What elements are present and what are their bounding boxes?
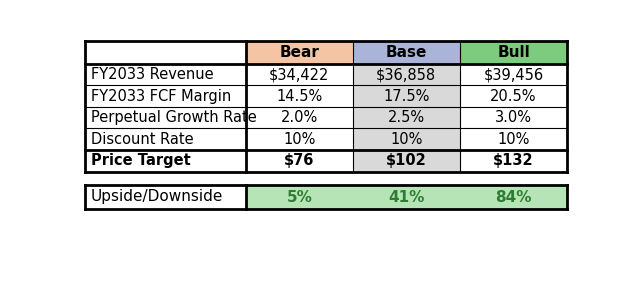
Bar — [246, 85, 353, 107]
Bar — [246, 150, 353, 172]
Text: 41%: 41% — [388, 189, 424, 204]
Text: 10%: 10% — [390, 132, 422, 147]
Bar — [460, 128, 568, 150]
Text: 5%: 5% — [286, 189, 312, 204]
Bar — [460, 150, 568, 172]
Bar — [85, 107, 246, 128]
Bar — [460, 41, 568, 64]
Text: 10%: 10% — [283, 132, 316, 147]
Text: 17.5%: 17.5% — [383, 89, 429, 104]
Text: Bull: Bull — [497, 45, 530, 60]
Bar — [353, 41, 460, 64]
Bar — [353, 128, 460, 150]
Text: $36,858: $36,858 — [376, 67, 436, 82]
Bar — [85, 64, 246, 85]
Text: Bear: Bear — [280, 45, 319, 60]
Bar — [246, 64, 353, 85]
Bar — [460, 64, 568, 85]
Text: $34,422: $34,422 — [269, 67, 330, 82]
Bar — [85, 85, 246, 107]
Bar — [85, 150, 246, 172]
Text: $76: $76 — [284, 153, 314, 168]
Text: Perpetual Growth Rate: Perpetual Growth Rate — [91, 110, 257, 125]
Text: $132: $132 — [493, 153, 534, 168]
Bar — [353, 85, 460, 107]
Text: 2.5%: 2.5% — [388, 110, 425, 125]
Text: FY2033 Revenue: FY2033 Revenue — [91, 67, 214, 82]
Text: $39,456: $39,456 — [484, 67, 543, 82]
Bar — [246, 185, 568, 208]
Bar — [85, 128, 246, 150]
Bar — [246, 107, 353, 128]
Text: 84%: 84% — [495, 189, 532, 204]
Bar — [246, 128, 353, 150]
Bar — [460, 107, 568, 128]
Text: Discount Rate: Discount Rate — [91, 132, 193, 147]
Text: 14.5%: 14.5% — [276, 89, 323, 104]
Bar — [85, 41, 246, 64]
Bar — [246, 41, 353, 64]
Text: 20.5%: 20.5% — [490, 89, 537, 104]
Text: FY2033 FCF Margin: FY2033 FCF Margin — [91, 89, 231, 104]
Bar — [353, 64, 460, 85]
Text: Price Target: Price Target — [91, 153, 191, 168]
Bar — [85, 185, 246, 208]
Bar — [353, 150, 460, 172]
Bar — [353, 107, 460, 128]
Text: 10%: 10% — [497, 132, 530, 147]
Text: Upside/Downside: Upside/Downside — [91, 189, 223, 204]
Text: 2.0%: 2.0% — [281, 110, 318, 125]
Text: Base: Base — [385, 45, 427, 60]
Bar — [460, 85, 568, 107]
Text: 3.0%: 3.0% — [495, 110, 532, 125]
Text: $102: $102 — [386, 153, 427, 168]
